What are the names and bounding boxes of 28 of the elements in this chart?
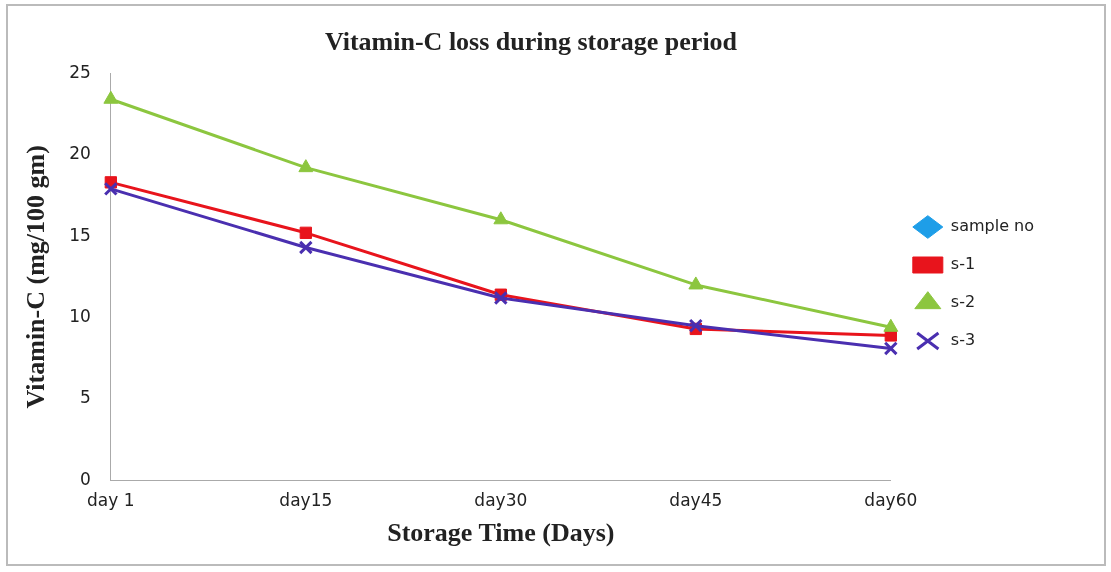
point bbox=[688, 276, 704, 290]
y-tick-label: 5 bbox=[80, 387, 91, 408]
chart-title: Vitamin-C loss during storage period bbox=[324, 27, 738, 57]
point bbox=[688, 318, 703, 333]
legend-label: sample no bbox=[950, 216, 1034, 236]
legend-label: s-1 bbox=[950, 254, 976, 274]
point bbox=[493, 290, 508, 306]
y-tick-label: 20 bbox=[69, 143, 91, 164]
point bbox=[299, 226, 312, 239]
point bbox=[493, 211, 509, 225]
x-tick-label: day45 bbox=[669, 490, 723, 511]
x-tick-label: day15 bbox=[279, 490, 333, 511]
point bbox=[883, 341, 898, 356]
y-tick-label: 0 bbox=[80, 468, 91, 489]
y-axis-title: Vitamin-C (mg/100 gm) bbox=[21, 145, 51, 409]
x-tick-label: day60 bbox=[864, 490, 918, 511]
point bbox=[103, 90, 119, 104]
x-axis-title: Storage Time (Days) bbox=[387, 518, 615, 548]
point bbox=[298, 159, 314, 173]
legend-label: s-3 bbox=[950, 330, 976, 350]
y-tick-label: 15 bbox=[69, 224, 91, 245]
x-tick-label: day 1 bbox=[87, 490, 135, 511]
legend-label: s-2 bbox=[950, 292, 976, 312]
point bbox=[103, 181, 118, 196]
y-tick-label: 10 bbox=[69, 305, 91, 326]
point bbox=[298, 240, 313, 255]
x-tick-label: day30 bbox=[474, 490, 528, 511]
y-tick-label: 25 bbox=[69, 61, 91, 82]
